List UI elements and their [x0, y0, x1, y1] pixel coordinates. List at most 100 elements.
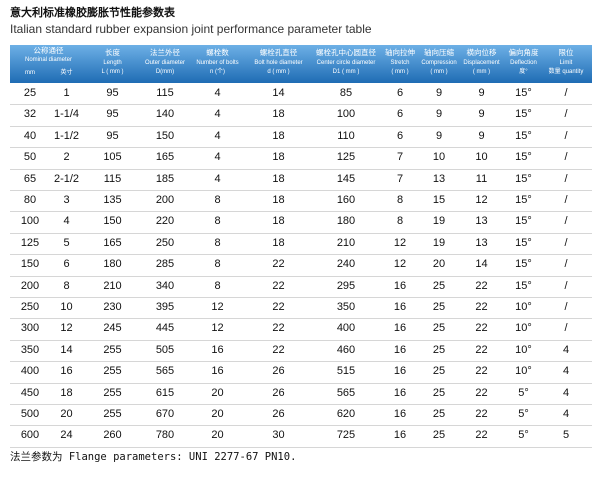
table-cell: / [564, 215, 568, 228]
table-cell: 95 [106, 129, 119, 142]
table-cell: 12 [211, 322, 224, 335]
footer: 法兰参数为 Flange parameters: UNI 2277-67 PN1… [10, 451, 297, 463]
table-cell: 95 [106, 108, 119, 121]
header-unit: D(mm) [155, 69, 175, 75]
table-cell: 165 [103, 236, 122, 249]
table-cell: 10° [515, 365, 532, 378]
table-cell: 255 [103, 386, 122, 399]
table-cell: 4 [562, 408, 570, 420]
row-separator [10, 190, 592, 191]
table-cell: 250 [20, 301, 40, 313]
table-cell: 115 [103, 172, 122, 185]
table-cell: 22 [475, 408, 488, 420]
table-cell: 25 [432, 301, 446, 313]
table-cell: 15° [515, 108, 532, 121]
table-cell: / [564, 151, 568, 164]
header-en: Limit [559, 60, 573, 66]
table-cell: 6 [396, 129, 404, 142]
table-cell: 240 [336, 258, 356, 271]
table-cell: 460 [336, 343, 356, 356]
table-cell: 15° [515, 236, 532, 249]
table-cell: 12 [60, 322, 73, 335]
row-separator [10, 125, 592, 127]
table-cell: 14 [60, 343, 73, 356]
header-zh: 轴向压缩 [424, 48, 454, 57]
row-separator [10, 147, 592, 149]
table-cell: 295 [336, 279, 356, 292]
table-cell: 160 [336, 194, 356, 206]
table-cell: 18 [272, 194, 285, 206]
table-cell: 65 [23, 172, 37, 185]
table-cell: 135 [103, 194, 122, 206]
table-cell: 10° [515, 322, 532, 335]
table-cell: 10° [515, 343, 532, 356]
table-cell: 5° [518, 429, 529, 442]
table-cell: 22 [272, 279, 285, 292]
header-zh: 螺栓数 [206, 48, 229, 57]
table-cell: 12 [211, 301, 224, 313]
header-zh: 长度 [105, 48, 120, 57]
table-cell: 125 [20, 236, 40, 249]
header-zh: 法兰外径 [150, 48, 180, 57]
table-cell: 5 [63, 236, 70, 249]
table-cell: 230 [103, 301, 122, 313]
title: 意大利标准橡胶膨胀节性能参数表 [10, 6, 175, 19]
header-en: Outer diameter [144, 60, 186, 66]
table-cell: 20 [432, 258, 446, 271]
table-cell: 6 [396, 87, 404, 99]
table-cell: 150 [20, 258, 40, 271]
table-cell: 185 [155, 172, 175, 185]
header-en: Displacement [463, 60, 500, 66]
table-cell: 8 [214, 215, 221, 228]
table-cell: 565 [155, 365, 175, 378]
table-cell: / [564, 87, 568, 99]
table-cell: 16 [211, 343, 224, 356]
table-cell: 620 [336, 408, 356, 420]
table-cell: 4 [214, 87, 221, 99]
table-cell: 20 [211, 408, 224, 420]
table-cell: 500 [20, 408, 40, 420]
table-cell: 13 [432, 172, 446, 185]
table-cell: 20 [60, 408, 73, 420]
table-cell: 40 [23, 129, 37, 142]
table-cell: 7 [396, 151, 404, 164]
table-cell: 95 [106, 87, 119, 99]
table-cell: 15° [515, 279, 532, 292]
header-unit: ( mm ) [472, 69, 491, 75]
table-cell: 25 [432, 365, 446, 378]
table-cell: 16 [393, 408, 407, 420]
table-cell: 110 [337, 129, 355, 142]
table-cell: 22 [475, 322, 488, 335]
table-cell: 20 [211, 386, 224, 399]
table-cell: 245 [103, 322, 122, 335]
table-cell: 350 [336, 301, 356, 313]
table-cell: 22 [272, 343, 285, 356]
table-cell: 7 [396, 172, 404, 185]
header-unit: ( mm ) [430, 69, 448, 75]
table-cell: 300 [20, 322, 40, 335]
row-separator [10, 339, 592, 341]
table-cell: 18 [272, 236, 285, 249]
table-cell: 80 [23, 194, 37, 206]
header-en: Bolt hole diameter [254, 60, 303, 66]
table-cell: 14 [475, 258, 488, 271]
table-cell: 22 [272, 258, 285, 271]
table-cell: 6 [63, 258, 70, 271]
header-zh: 螺栓孔直径 [259, 48, 298, 57]
table-cell: 125 [336, 151, 356, 164]
header-zh: 横向位移 [466, 48, 497, 57]
table-cell: 210 [103, 279, 122, 292]
table-cell: 3 [63, 194, 70, 206]
table-cell: 9 [435, 108, 443, 121]
table-cell: 18 [272, 129, 285, 142]
header-en: Center circle diameter [316, 60, 376, 66]
header-sub: mm [25, 70, 35, 76]
table-cell: 22 [475, 301, 488, 313]
table-cell: 200 [155, 194, 175, 206]
subtitle: Italian standard rubber expansion joint … [10, 22, 372, 36]
table-cell: 350 [20, 343, 40, 356]
table-cell: 115 [156, 87, 174, 99]
table-cell: 8 [396, 215, 404, 228]
table-cell: 16 [393, 301, 407, 313]
table-cell: 445 [155, 322, 175, 335]
